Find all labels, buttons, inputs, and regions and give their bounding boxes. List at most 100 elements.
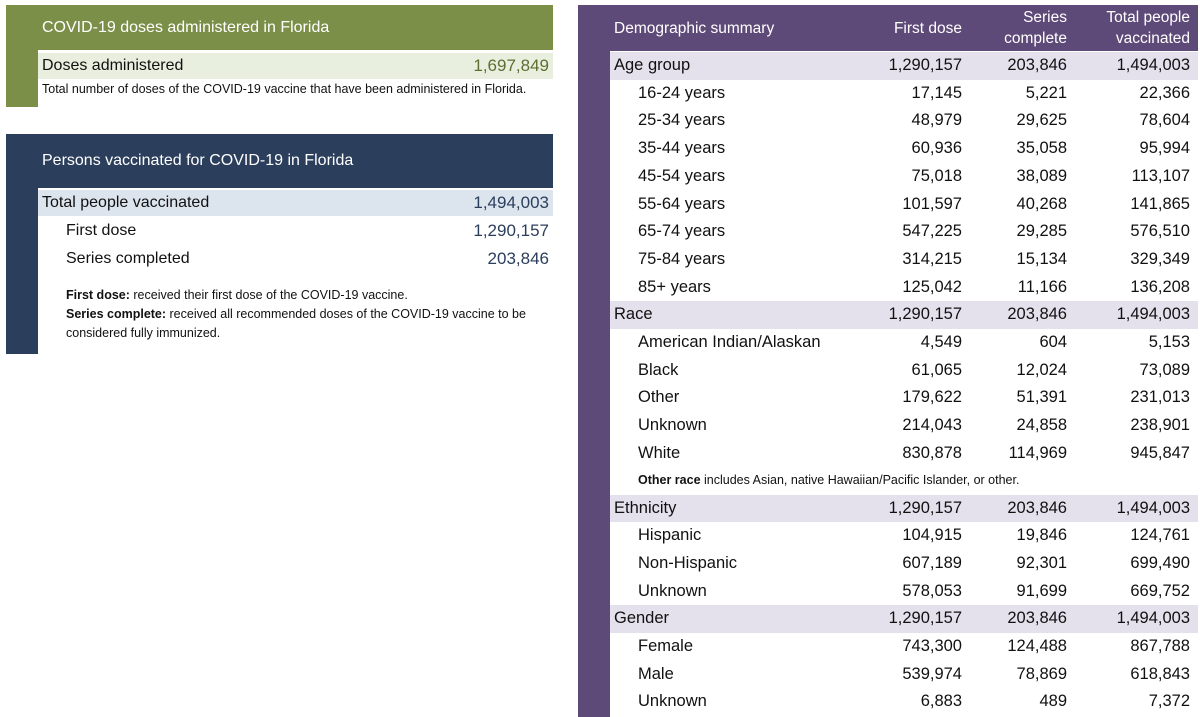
cell-value: 1,494,003 xyxy=(1116,305,1190,324)
cell-value: 547,225 xyxy=(902,222,962,241)
cell-value: 35,058 xyxy=(1016,139,1067,158)
table-row: 45-54 years 75,018 38,089 113,107 xyxy=(610,163,1198,191)
cell-value: 124,488 xyxy=(1007,637,1067,655)
col-header: First dose xyxy=(893,20,962,37)
row-label: Female xyxy=(638,637,694,655)
cell-value: 743,300 xyxy=(902,637,962,655)
table-row: 25-34 years 48,979 29,625 78,604 xyxy=(610,107,1198,135)
table-row: 16-24 years 17,145 5,221 22,366 xyxy=(610,80,1198,108)
cell-value: 231,013 xyxy=(1130,388,1190,407)
category-row: Ethnicity 1,290,157 203,846 1,494,003 xyxy=(610,494,1198,523)
row-value: 1,290,157 xyxy=(473,221,549,240)
doses-row: Doses administered 1,697,849 xyxy=(38,53,553,79)
def-term: First dose: xyxy=(66,288,130,302)
cell-value: 1,290,157 xyxy=(888,56,962,74)
cell-value: 5,221 xyxy=(1025,83,1067,102)
cell-value: 618,843 xyxy=(1130,664,1190,683)
doses-panel: COVID-19 doses administered in Florida D… xyxy=(6,5,553,137)
cell-value: 60,936 xyxy=(911,139,962,158)
cell-value: 78,869 xyxy=(1016,664,1067,683)
demographic-panel: Demographic summary First dose Series co… xyxy=(578,5,1198,717)
cell-value: 867,788 xyxy=(1130,637,1190,655)
cell-value: 125,042 xyxy=(902,277,962,296)
table-row: Black 61,065 12,024 73,089 xyxy=(610,357,1198,385)
cell-value: 11,166 xyxy=(1017,277,1067,296)
category-row: Age group 1,290,157 203,846 1,494,003 xyxy=(610,52,1198,80)
table-row: 75-84 years 314,215 15,134 329,349 xyxy=(610,246,1198,274)
row-label: First dose xyxy=(66,222,137,239)
row-label: Series completed xyxy=(66,250,190,267)
table-row: Other 179,622 51,391 231,013 xyxy=(610,384,1198,412)
row-label: Hispanic xyxy=(638,526,702,545)
persons-panel: Persons vaccinated for COVID-19 in Flori… xyxy=(6,134,553,354)
cell-value: 203,846 xyxy=(1007,56,1067,74)
persons-title: Persons vaccinated for COVID-19 in Flori… xyxy=(42,152,354,169)
table-row: Male 539,974 78,869 618,843 xyxy=(610,661,1198,689)
cell-value: 214,043 xyxy=(902,416,962,435)
row-label: 55-64 years xyxy=(638,194,726,213)
cell-value: 329,349 xyxy=(1130,249,1190,268)
cell-value: 203,846 xyxy=(1007,609,1067,628)
row-label: Male xyxy=(638,664,674,683)
cell-value: 945,847 xyxy=(1130,443,1190,462)
cell-value: 1,494,003 xyxy=(1116,609,1190,628)
cell-value: 114,969 xyxy=(1008,443,1067,462)
cell-value: 578,053 xyxy=(902,581,962,600)
cell-value: 699,490 xyxy=(1130,553,1190,572)
table-row: 85+ years 125,042 11,166 136,208 xyxy=(610,274,1198,302)
cell-value: 101,597 xyxy=(902,194,962,213)
cell-value: 22,366 xyxy=(1139,83,1190,102)
cell-value: 29,625 xyxy=(1016,111,1067,130)
row-label: White xyxy=(638,443,681,462)
cell-value: 1,290,157 xyxy=(888,609,962,628)
cell-value: 12,024 xyxy=(1016,360,1067,379)
row-label: Non-Hispanic xyxy=(638,553,738,572)
table-row: Unknown 214,043 24,858 238,901 xyxy=(610,412,1198,440)
cell-value: 40,268 xyxy=(1016,194,1067,213)
category-row: Race 1,290,157 203,846 1,494,003 xyxy=(610,301,1198,329)
cell-value: 576,510 xyxy=(1130,222,1190,241)
cell-value: 61,065 xyxy=(911,360,962,379)
cell-value: 539,974 xyxy=(902,664,962,683)
row-label: Race xyxy=(614,305,653,324)
row-label: Total people vaccinated xyxy=(42,194,210,211)
cell-value: 78,604 xyxy=(1139,111,1190,130)
series-row: Series completed 203,846 xyxy=(38,246,553,272)
demographic-table: Age group 1,290,157 203,846 1,494,003 16-24 … xyxy=(610,51,1198,717)
first-dose-row: First dose 1,290,157 xyxy=(38,218,553,244)
cell-value: 669,752 xyxy=(1130,581,1190,600)
cell-value: 314,215 xyxy=(902,249,962,268)
cell-value: 7,372 xyxy=(1148,692,1190,711)
cell-value: 19,846 xyxy=(1016,526,1067,545)
cell-value: 4,549 xyxy=(920,333,962,351)
cell-value: 92,301 xyxy=(1016,553,1067,572)
table-row: Hispanic 104,915 19,846 124,761 xyxy=(610,522,1198,550)
cell-value: 179,622 xyxy=(902,388,962,407)
col-header: Demographic summary xyxy=(614,20,775,37)
table-row: Non-Hispanic 607,189 92,301 699,490 xyxy=(610,550,1198,578)
cell-value: 51,391 xyxy=(1016,388,1067,407)
note-body: includes Asian, native Hawaiian/Pacific … xyxy=(700,472,1020,487)
row-label: 25-34 years xyxy=(638,111,726,130)
table-row: 65-74 years 547,225 29,285 576,510 xyxy=(610,218,1198,246)
row-label: Black xyxy=(638,360,679,379)
cell-value: 1,290,157 xyxy=(888,305,962,324)
cell-value: 75,018 xyxy=(911,166,962,185)
note-term: Other race xyxy=(638,472,701,487)
cell-value: 141,865 xyxy=(1130,194,1190,213)
row-label: 65-74 years xyxy=(638,222,726,241)
cell-value: 38,089 xyxy=(1016,166,1067,185)
cell-value: 73,089 xyxy=(1139,360,1190,379)
row-label: Unknown xyxy=(638,581,707,600)
row-value: 1,494,003 xyxy=(473,193,549,212)
doses-label: Doses administered xyxy=(42,57,184,74)
row-label: 45-54 years xyxy=(638,166,726,185)
note-text: Other race includes Asian, native Hawaii… xyxy=(638,468,1019,492)
col-header: Series complete xyxy=(1004,9,1067,47)
row-label: Gender xyxy=(614,609,670,628)
row-label: Age group xyxy=(614,56,691,74)
table-row: Unknown 6,883 489 7,372 xyxy=(610,688,1198,716)
cell-value: 203,846 xyxy=(1007,305,1067,324)
def-text: received their first dose of the COVID-1… xyxy=(129,288,408,302)
cell-value: 104,915 xyxy=(902,526,962,545)
